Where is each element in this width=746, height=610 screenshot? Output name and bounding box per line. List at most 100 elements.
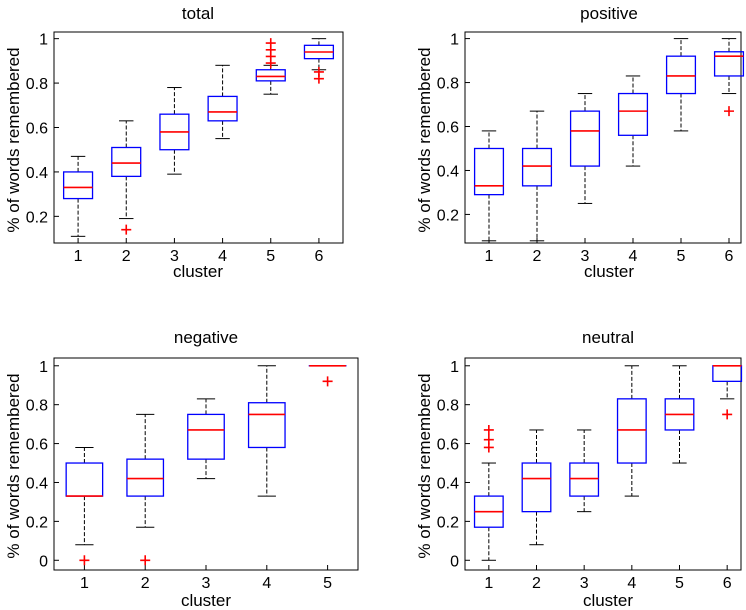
outlier-marker: [121, 224, 132, 235]
y-tick-label: 0.2: [437, 514, 459, 531]
y-tick-label: 0.4: [26, 475, 48, 492]
iqr-box: [65, 462, 104, 497]
subplot-title: positive: [580, 4, 638, 23]
y-tick-label: 0.8: [26, 76, 48, 93]
axes-frame: [464, 31, 742, 244]
y-axis-label: % of words remembered: [4, 47, 23, 232]
y-tick-label: 0: [39, 553, 48, 570]
box-4: [616, 365, 647, 497]
x-tick-label: 2: [533, 248, 542, 265]
y-tick-label: 0.6: [26, 121, 48, 138]
y-tick-label: 0.4: [437, 475, 459, 492]
box-1: [473, 130, 505, 242]
y-tick-label: 1: [450, 32, 459, 49]
x-tick-label: 3: [202, 575, 211, 592]
subplot-negative: negative % of words remembered cluster 0…: [4, 328, 359, 610]
box-2: [126, 413, 165, 566]
iqr-box: [255, 69, 286, 82]
y-tick-label: 0.4: [437, 163, 459, 180]
iqr-box: [207, 95, 238, 122]
x-tick-label: 2: [532, 575, 541, 592]
box-6: [712, 364, 743, 420]
box-5: [665, 38, 697, 132]
x-tick-label: 5: [677, 248, 686, 265]
y-axis-label: % of words remembered: [4, 373, 23, 558]
box-2: [521, 110, 553, 242]
x-tick-label: 4: [218, 248, 227, 265]
x-axis-label: cluster: [173, 262, 223, 281]
y-tick-label: 1: [39, 32, 48, 49]
x-tick-label: 6: [725, 248, 734, 265]
box-5: [255, 38, 286, 95]
y-tick-label: 0: [450, 553, 459, 570]
y-tick-label: 0.4: [26, 165, 48, 182]
box-3: [187, 398, 225, 480]
plot-area: 0.2 0.4 0.6 0.8 1 1 2 3 4 5 6: [26, 31, 344, 265]
box-1: [473, 424, 504, 561]
y-axis-label: % of words remembered: [415, 47, 434, 232]
x-tick-label: 4: [627, 575, 636, 592]
y-axis-label: % of words remembered: [415, 373, 434, 558]
y-tick-label: 0.2: [437, 207, 459, 224]
outlier-marker: [140, 555, 151, 566]
x-tick-label: 3: [170, 248, 179, 265]
plot-area: 0 0.2 0.4 0.6 0.8 1 1 2 3 4 5 6: [437, 357, 743, 592]
subplot-positive: positive % of words remembered cluster 0…: [415, 4, 745, 281]
axes-frame: [53, 357, 359, 571]
y-tick-label: 1: [450, 359, 459, 376]
y-tick-label: 0.6: [437, 437, 459, 454]
x-axis-label: cluster: [583, 591, 633, 610]
y-tick-label: 0.8: [26, 398, 48, 415]
iqr-box: [247, 402, 286, 449]
iqr-box: [665, 55, 697, 95]
x-tick-label: 1: [484, 575, 493, 592]
x-tick-label: 5: [675, 575, 684, 592]
x-tick-label: 1: [485, 248, 494, 265]
y-tick-label: 0.6: [437, 120, 459, 137]
x-tick-label: 4: [262, 575, 271, 592]
y-tick-label: 0.8: [437, 398, 459, 415]
subplot-title: total: [182, 4, 214, 23]
subplot-title: neutral: [582, 328, 634, 347]
iqr-box: [616, 398, 647, 464]
iqr-box: [713, 51, 745, 77]
outlier-marker: [722, 409, 733, 420]
y-tick-label: 0.2: [26, 514, 48, 531]
box-2: [111, 120, 142, 235]
x-tick-label: 5: [266, 248, 275, 265]
x-axis-label: cluster: [181, 591, 231, 610]
outlier-marker: [265, 38, 276, 49]
box-4: [247, 365, 286, 497]
outlier-marker: [79, 555, 90, 566]
iqr-box: [569, 110, 601, 167]
x-tick-label: 1: [74, 248, 83, 265]
y-tick-label: 0.2: [26, 209, 48, 226]
subplot-neutral: neutral % of words remembered cluster 0 0…: [415, 328, 743, 610]
iqr-box: [569, 462, 600, 497]
box-4: [207, 64, 238, 140]
box-5: [308, 364, 347, 387]
subplot-title: negative: [174, 328, 238, 347]
axes-frame: [53, 31, 344, 244]
outlier-marker: [483, 434, 494, 445]
box-4: [617, 75, 649, 167]
axes-frame: [464, 357, 742, 571]
x-tick-label: 6: [723, 575, 732, 592]
x-tick-label: 2: [141, 575, 150, 592]
box-3: [569, 429, 600, 513]
iqr-box: [617, 92, 649, 136]
iqr-box: [111, 146, 142, 178]
iqr-box: [521, 147, 553, 187]
plot-area: 0.2 0.4 0.6 0.8 1 1 2 3 4 5 6: [437, 31, 745, 265]
box-1: [65, 446, 104, 566]
iqr-box: [473, 147, 505, 196]
outlier-marker: [322, 376, 333, 387]
x-tick-label: 5: [323, 575, 332, 592]
iqr-box: [62, 171, 94, 200]
outlier-marker: [483, 424, 494, 435]
box-2: [521, 429, 552, 546]
subplot-total: total % of words remembered cluster 0.2 0…: [4, 4, 344, 281]
outlier-marker: [724, 106, 734, 117]
x-tick-label: 3: [581, 248, 590, 265]
outlier-marker: [313, 66, 324, 77]
